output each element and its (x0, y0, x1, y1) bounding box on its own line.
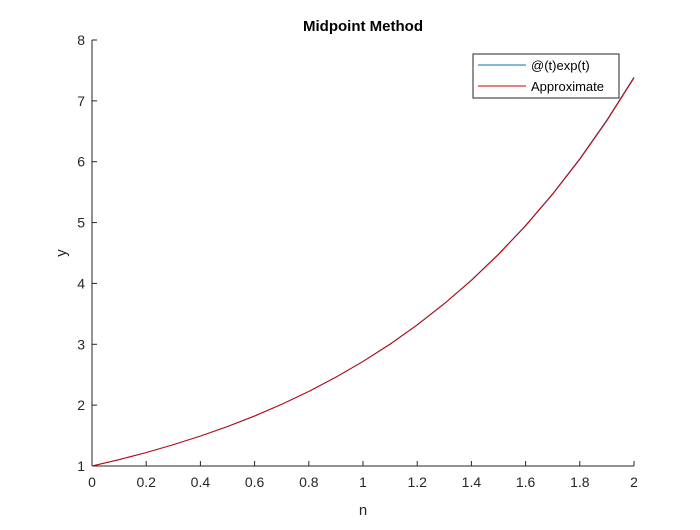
y-axis-ticks: 1 2 3 4 5 6 7 8 (77, 32, 97, 474)
y-tick-label: 8 (77, 32, 85, 48)
x-tick-label: 1.2 (407, 474, 427, 490)
legend-label-exp: @(t)exp(t) (531, 58, 590, 73)
y-tick-label: 3 (77, 336, 85, 352)
x-tick-label: 2 (630, 474, 638, 490)
x-axis-label: n (359, 502, 367, 519)
x-tick-label: 1 (359, 474, 367, 490)
x-tick-label: 0.6 (245, 474, 265, 490)
x-tick-label: 0 (88, 474, 96, 490)
series-line-approximate (91, 77, 635, 467)
x-axis-ticks: 0 0.2 0.4 0.6 0.8 1 1.2 1.4 1.6 1.8 2 (88, 461, 638, 490)
x-tick-label: 0.4 (191, 474, 211, 490)
y-tick-label: 5 (77, 215, 85, 231)
legend-label-approximate: Approximate (531, 79, 604, 94)
series-layer (91, 76, 635, 467)
legend: @(t)exp(t) Approximate (472, 53, 620, 99)
series-line-exp (91, 76, 635, 467)
x-tick-label: 1.6 (516, 474, 536, 490)
x-tick-label: 0.8 (299, 474, 319, 490)
y-tick-label: 7 (77, 93, 85, 109)
y-tick-label: 6 (77, 154, 85, 170)
y-axis-label: y (53, 249, 70, 257)
x-tick-label: 0.2 (136, 474, 156, 490)
y-tick-label: 4 (77, 275, 85, 291)
chart-title: Midpoint Method (303, 18, 423, 35)
x-tick-label: 1.8 (570, 474, 590, 490)
legend-box (472, 53, 620, 99)
y-tick-label: 1 (77, 458, 85, 474)
y-tick-label: 2 (77, 397, 85, 413)
x-tick-label: 1.4 (462, 474, 482, 490)
